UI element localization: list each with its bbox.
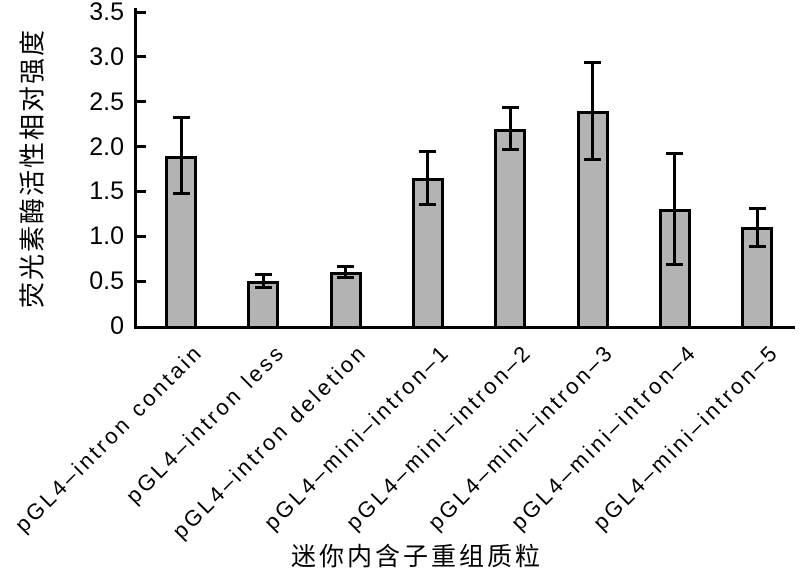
- y-tick-label: 1.5: [89, 177, 124, 206]
- y-tick-mark: [137, 100, 146, 104]
- error-bar-cap: [254, 273, 272, 277]
- y-tick-label: 2.5: [89, 87, 124, 116]
- error-bar-cap: [584, 157, 601, 161]
- error-bar-cap: [584, 60, 601, 64]
- y-axis-line: [134, 8, 137, 329]
- y-tick-mark: [137, 55, 146, 59]
- error-bar-cap: [337, 276, 355, 280]
- y-tick-label: 3.0: [89, 42, 124, 71]
- error-bar-line: [591, 62, 594, 160]
- error-bar-cap: [172, 116, 190, 120]
- error-bar-cap: [419, 149, 437, 153]
- y-tick-label: 0.5: [89, 267, 124, 296]
- y-tick-mark: [137, 145, 146, 149]
- error-bar-cap: [419, 203, 437, 207]
- error-bar-line: [673, 153, 677, 265]
- y-tick-label: 1.0: [89, 222, 124, 251]
- error-bar-cap: [666, 263, 684, 267]
- error-bar-cap: [337, 265, 355, 269]
- bar: [329, 272, 362, 329]
- error-bar-cap: [254, 285, 272, 289]
- error-bar-line: [261, 274, 265, 288]
- error-bar-cap: [501, 106, 519, 110]
- bar: [247, 281, 280, 329]
- error-bar-line: [179, 117, 183, 194]
- error-bar-cap: [666, 152, 684, 156]
- error-bar-line: [344, 266, 348, 278]
- error-bar-line: [508, 107, 512, 150]
- y-tick-mark: [137, 234, 146, 238]
- error-bar-cap: [172, 191, 190, 195]
- error-bar-line: [426, 151, 430, 205]
- x-axis-title: 迷你内含子重组质粒: [290, 543, 544, 571]
- y-tick-label: 0: [110, 312, 124, 340]
- y-tick-mark: [137, 189, 146, 193]
- bar: [494, 128, 527, 329]
- y-tick-mark: [137, 10, 146, 14]
- error-bar-line: [755, 208, 759, 247]
- y-tick-label: 3.5: [89, 0, 124, 26]
- error-bar-cap: [748, 206, 766, 210]
- error-bar-cap: [748, 244, 766, 248]
- x-tick-label: pGL4–intron less: [120, 339, 290, 509]
- error-bar-cap: [501, 147, 519, 151]
- x-axis-line: [134, 326, 795, 329]
- y-tick-mark: [137, 279, 146, 283]
- y-tick-label: 2.0: [89, 132, 124, 161]
